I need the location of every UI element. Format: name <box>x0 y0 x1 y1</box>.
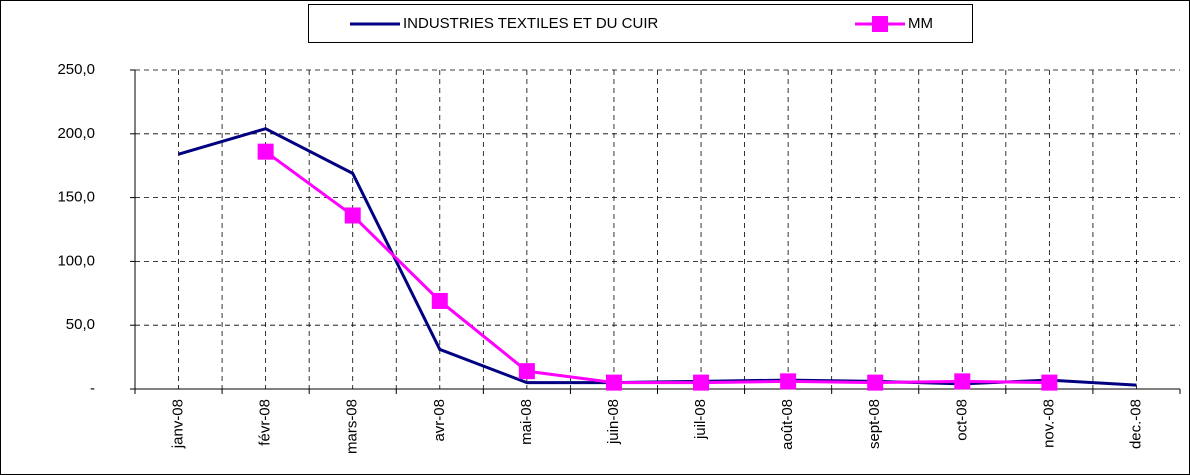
marker <box>867 374 884 391</box>
x-tick-label: févr-08 <box>257 399 274 446</box>
marker <box>780 373 797 390</box>
legend-marker <box>872 16 888 32</box>
marker <box>605 374 622 391</box>
y-tick-label: 50,0 <box>66 316 95 333</box>
y-tick-label: 200,0 <box>57 125 95 142</box>
marker <box>954 373 971 390</box>
x-tick-label: mars-08 <box>344 399 361 454</box>
x-tick-label: juin-08 <box>605 399 622 445</box>
x-tick-label: dec.-08 <box>1127 399 1144 449</box>
x-tick-label: oct-08 <box>953 399 970 441</box>
marker <box>1041 374 1058 391</box>
marker <box>344 207 361 224</box>
legend-label: MM <box>908 15 933 32</box>
y-tick-label: - <box>90 380 95 397</box>
x-tick-label: nov.-08 <box>1040 399 1057 448</box>
y-tick-label: 250,0 <box>57 61 95 78</box>
series-line <box>264 150 1050 385</box>
x-tick-label: avr-08 <box>431 399 448 442</box>
marker <box>518 363 535 380</box>
marker <box>431 292 448 309</box>
x-tick-label: août-08 <box>779 399 796 450</box>
y-tick-label: 150,0 <box>57 189 95 206</box>
x-tick-label: sept-08 <box>866 399 883 449</box>
y-tick-label: 100,0 <box>57 252 95 269</box>
marker <box>257 143 274 160</box>
x-tick-label: mai-08 <box>518 399 535 445</box>
x-tick-label: juil-08 <box>692 399 709 440</box>
x-tick-label: janv-08 <box>170 399 187 449</box>
legend-label: INDUSTRIES TEXTILES ET DU CUIR <box>403 15 658 32</box>
marker <box>693 374 710 391</box>
